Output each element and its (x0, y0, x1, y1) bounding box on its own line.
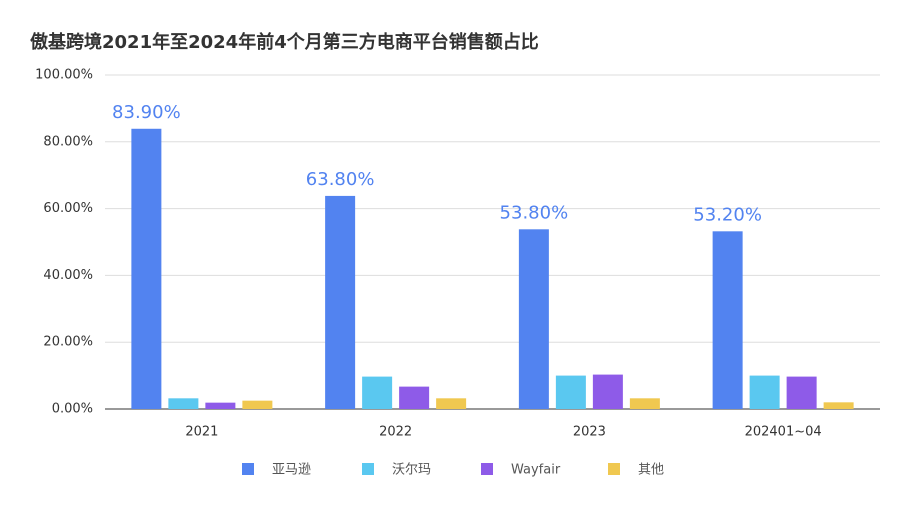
bar (242, 400, 273, 409)
legend-label: 其他 (638, 463, 664, 478)
bar (629, 398, 660, 409)
legend-label: 沃尔玛 (392, 463, 431, 478)
y-tick-label: 40.00% (43, 268, 93, 283)
bar (436, 398, 467, 409)
bar (823, 402, 854, 409)
legend-swatch (481, 463, 493, 475)
bar (712, 231, 743, 409)
bar (399, 386, 430, 409)
x-tick-label: 202401~04 (745, 425, 822, 440)
y-tick-label: 20.00% (43, 335, 93, 350)
bar (131, 128, 162, 410)
bar (518, 229, 549, 409)
value-label: 83.90% (112, 102, 181, 123)
bar (205, 402, 236, 409)
y-tick-label: 0.00% (52, 402, 93, 417)
bar (168, 398, 199, 409)
legend-swatch (242, 463, 254, 475)
bar (592, 374, 623, 409)
value-label: 63.80% (306, 169, 375, 190)
bar (362, 376, 393, 409)
x-tick-label: 2023 (573, 425, 606, 440)
y-tick-label: 100.00% (35, 68, 93, 83)
legend-label: 亚马逊 (272, 463, 311, 478)
bar (749, 375, 780, 409)
legend-swatch (608, 463, 620, 475)
x-tick-label: 2022 (379, 425, 412, 440)
y-tick-label: 60.00% (43, 201, 93, 216)
bar (555, 375, 586, 409)
bar (786, 376, 817, 409)
legend-swatch (362, 463, 374, 475)
bar (325, 195, 356, 409)
x-tick-label: 2021 (185, 425, 218, 440)
value-label: 53.80% (500, 202, 569, 223)
value-label: 53.20% (693, 204, 762, 225)
y-tick-label: 80.00% (43, 134, 93, 149)
legend-label: Wayfair (511, 463, 561, 478)
chart-title: 傲基跨境2021年至2024年前4个月第三方电商平台销售额占比 (30, 31, 539, 53)
